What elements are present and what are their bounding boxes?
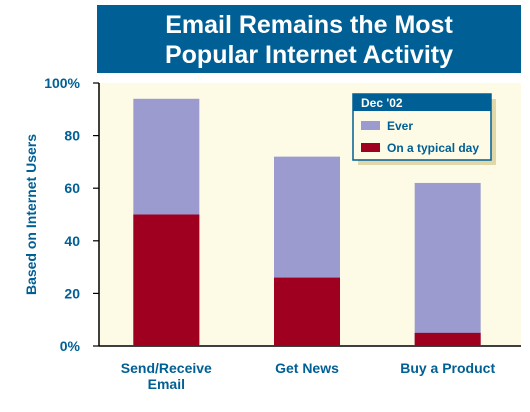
x-category-label: Get News <box>275 360 339 376</box>
legend-label: On a typical day <box>387 141 479 155</box>
bar-ever <box>414 182 481 346</box>
chart-title-line: Popular Internet Activity <box>165 41 453 69</box>
y-tick-label: 60 <box>64 180 80 196</box>
y-tick-label: 100% <box>44 75 80 91</box>
legend-header <box>353 94 491 111</box>
x-category-label: Buy a Product <box>400 360 495 376</box>
y-tick-label: 80 <box>64 128 80 144</box>
bar-typical-day <box>133 214 200 346</box>
legend-title: Dec '02 <box>361 96 403 110</box>
y-tick-label: 40 <box>64 233 80 249</box>
legend-label: Ever <box>387 119 413 133</box>
bar-typical-day <box>414 332 481 346</box>
y-axis-title: Based on Internet Users <box>23 134 39 295</box>
title-banner <box>97 5 521 73</box>
y-tick-label: 0% <box>60 338 81 354</box>
legend-swatch <box>361 121 380 130</box>
x-category-label: Send/Receive <box>121 360 212 376</box>
bar-typical-day <box>274 277 340 346</box>
y-tick-label: 20 <box>64 285 80 301</box>
x-category-label: Email <box>148 376 185 392</box>
legend-swatch <box>361 143 380 152</box>
chart-title-line: Email Remains the Most <box>165 11 453 39</box>
